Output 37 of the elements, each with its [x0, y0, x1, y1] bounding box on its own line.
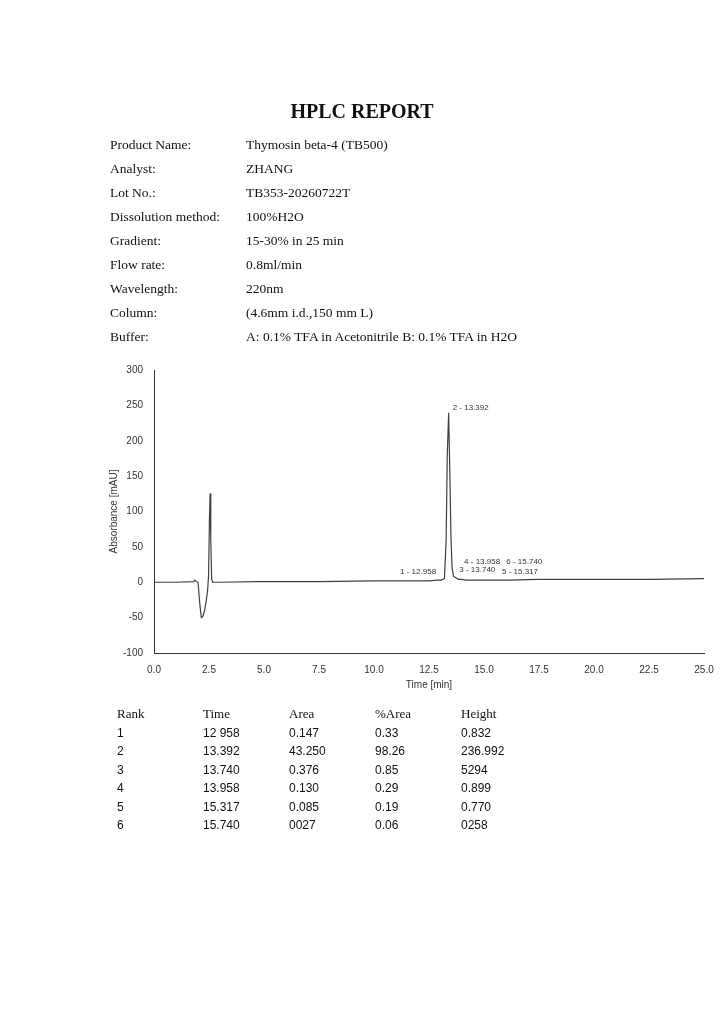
text: Rank Time Area %Area Height: [117, 706, 497, 722]
text: Product Name: Thymosin beta-4 (TB500) Analyst: ZHANG Lot No.: TB353-20260722T Dissolution method: 100%H2O Gradient: 15-30% in 25 min Flow rate: 0.8ml/min Wavelength: 220nm Column: (4.6mm i.d.,150 mm L) Buffer: A: 0.1% TFA in Acetonitrile B: 0.1% TFA in H2O: [110, 137, 517, 344]
text: 3 13.740 0.376 0.85 5294: [117, 762, 488, 777]
annotation: 4 - 13.958: [464, 556, 501, 566]
text: 2 13.392 43.250 98.26 236.992: [117, 744, 505, 759]
x-tick-label: 2.5: [202, 663, 217, 675]
x-tick-label: 7.5: [312, 663, 327, 675]
x-tick-label: 17.5: [529, 663, 550, 675]
y-tick-label: 250: [126, 399, 144, 411]
text: 1 12 958 0.147 0.33 0.832: [117, 725, 492, 740]
y-tick-label: 200: [126, 434, 144, 446]
x-tick-label: 12.5: [419, 663, 440, 675]
y-tick-label: -50: [128, 611, 144, 623]
annotation: 1 - 12.958: [400, 567, 437, 577]
chart-title: HPLC REPORT: [289, 100, 435, 123]
x-tick-label: 0.0: [147, 663, 162, 675]
annotation: 5 - 15.317: [501, 567, 539, 577]
y-tick-label: 50: [131, 540, 144, 552]
x-tick-label: 20.0: [584, 663, 605, 675]
annotation: 6 - 15.740: [506, 557, 543, 567]
y-tick-label: 150: [126, 469, 144, 481]
y-tick-label: 100: [126, 505, 144, 517]
x-tick-label: 22.5: [639, 663, 660, 675]
x-tick-label: 10.0: [364, 663, 385, 675]
x-axis-title: Time [min]: [405, 678, 453, 690]
y-tick-label: 300: [126, 363, 144, 375]
annotation: 3 - 13.740: [459, 565, 496, 575]
text: 4 13.958 0.130 0.29 0.899: [117, 781, 492, 796]
y-tick-label: -100: [123, 646, 144, 658]
text: 5 15.317 0.085 0.19 0.770: [117, 799, 492, 814]
y-tick-label: 0: [137, 576, 144, 587]
y-axis-title: Absorbance [mAU]: [107, 469, 119, 554]
text: 6 15.740 0027 0.06 0258: [117, 818, 488, 833]
x-tick-label: 15.0: [474, 663, 495, 675]
x-tick-label: 25.0: [694, 663, 715, 675]
annotation: 2 - 13.392: [452, 403, 490, 413]
x-tick-label: 5.0: [257, 663, 272, 675]
